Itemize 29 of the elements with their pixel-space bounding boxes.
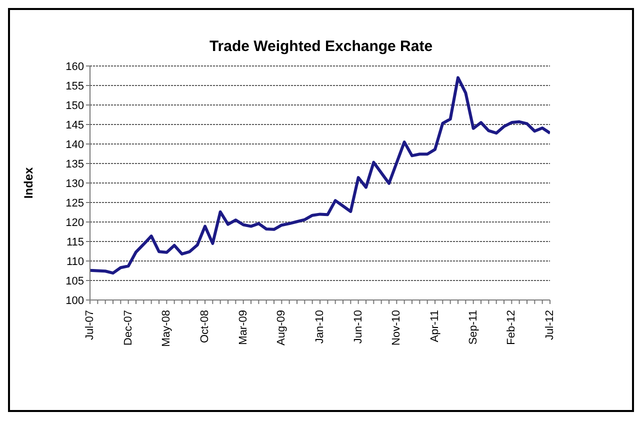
x-tick-label: Jul-07 — [84, 310, 96, 340]
y-tick-label: 150 — [66, 100, 84, 112]
y-tick-label: 155 — [66, 80, 84, 92]
y-tick-label: 110 — [66, 256, 84, 268]
x-tick-label: Jan-10 — [314, 310, 326, 344]
x-tick-label: Dec-07 — [122, 310, 134, 346]
x-tick-label: Feb-12 — [506, 310, 518, 345]
x-tick-label: Apr-11 — [429, 310, 441, 342]
x-tick-label: Oct-08 — [199, 310, 211, 344]
y-tick-label: 100 — [66, 294, 84, 307]
x-tick-label: May-08 — [160, 310, 173, 347]
x-tick-label: Aug-09 — [276, 310, 288, 346]
y-axis-title: Index — [21, 167, 36, 199]
y-tick-label: 115 — [66, 236, 84, 248]
x-tick-label: Jun-10 — [352, 310, 364, 344]
line-series — [90, 76, 550, 275]
y-tick-label: 140 — [66, 138, 84, 151]
y-tick-label: 105 — [66, 275, 84, 288]
x-tick-label: Nov-10 — [390, 310, 403, 346]
x-tick-label: Sep-11 — [467, 310, 480, 345]
y-tick-label: 125 — [66, 197, 84, 210]
y-tick-label: 145 — [66, 119, 84, 132]
x-tick-label: Mar-09 — [237, 310, 250, 345]
y-tick-label: 120 — [66, 216, 84, 229]
y-tick-label: 130 — [66, 178, 84, 190]
y-tick-label: 160 — [66, 60, 84, 73]
x-tick-label: Jul-12 — [544, 310, 556, 340]
chart-title: Trade Weighted Exchange Rate — [208, 38, 434, 55]
y-tick-label: 135 — [66, 158, 84, 170]
